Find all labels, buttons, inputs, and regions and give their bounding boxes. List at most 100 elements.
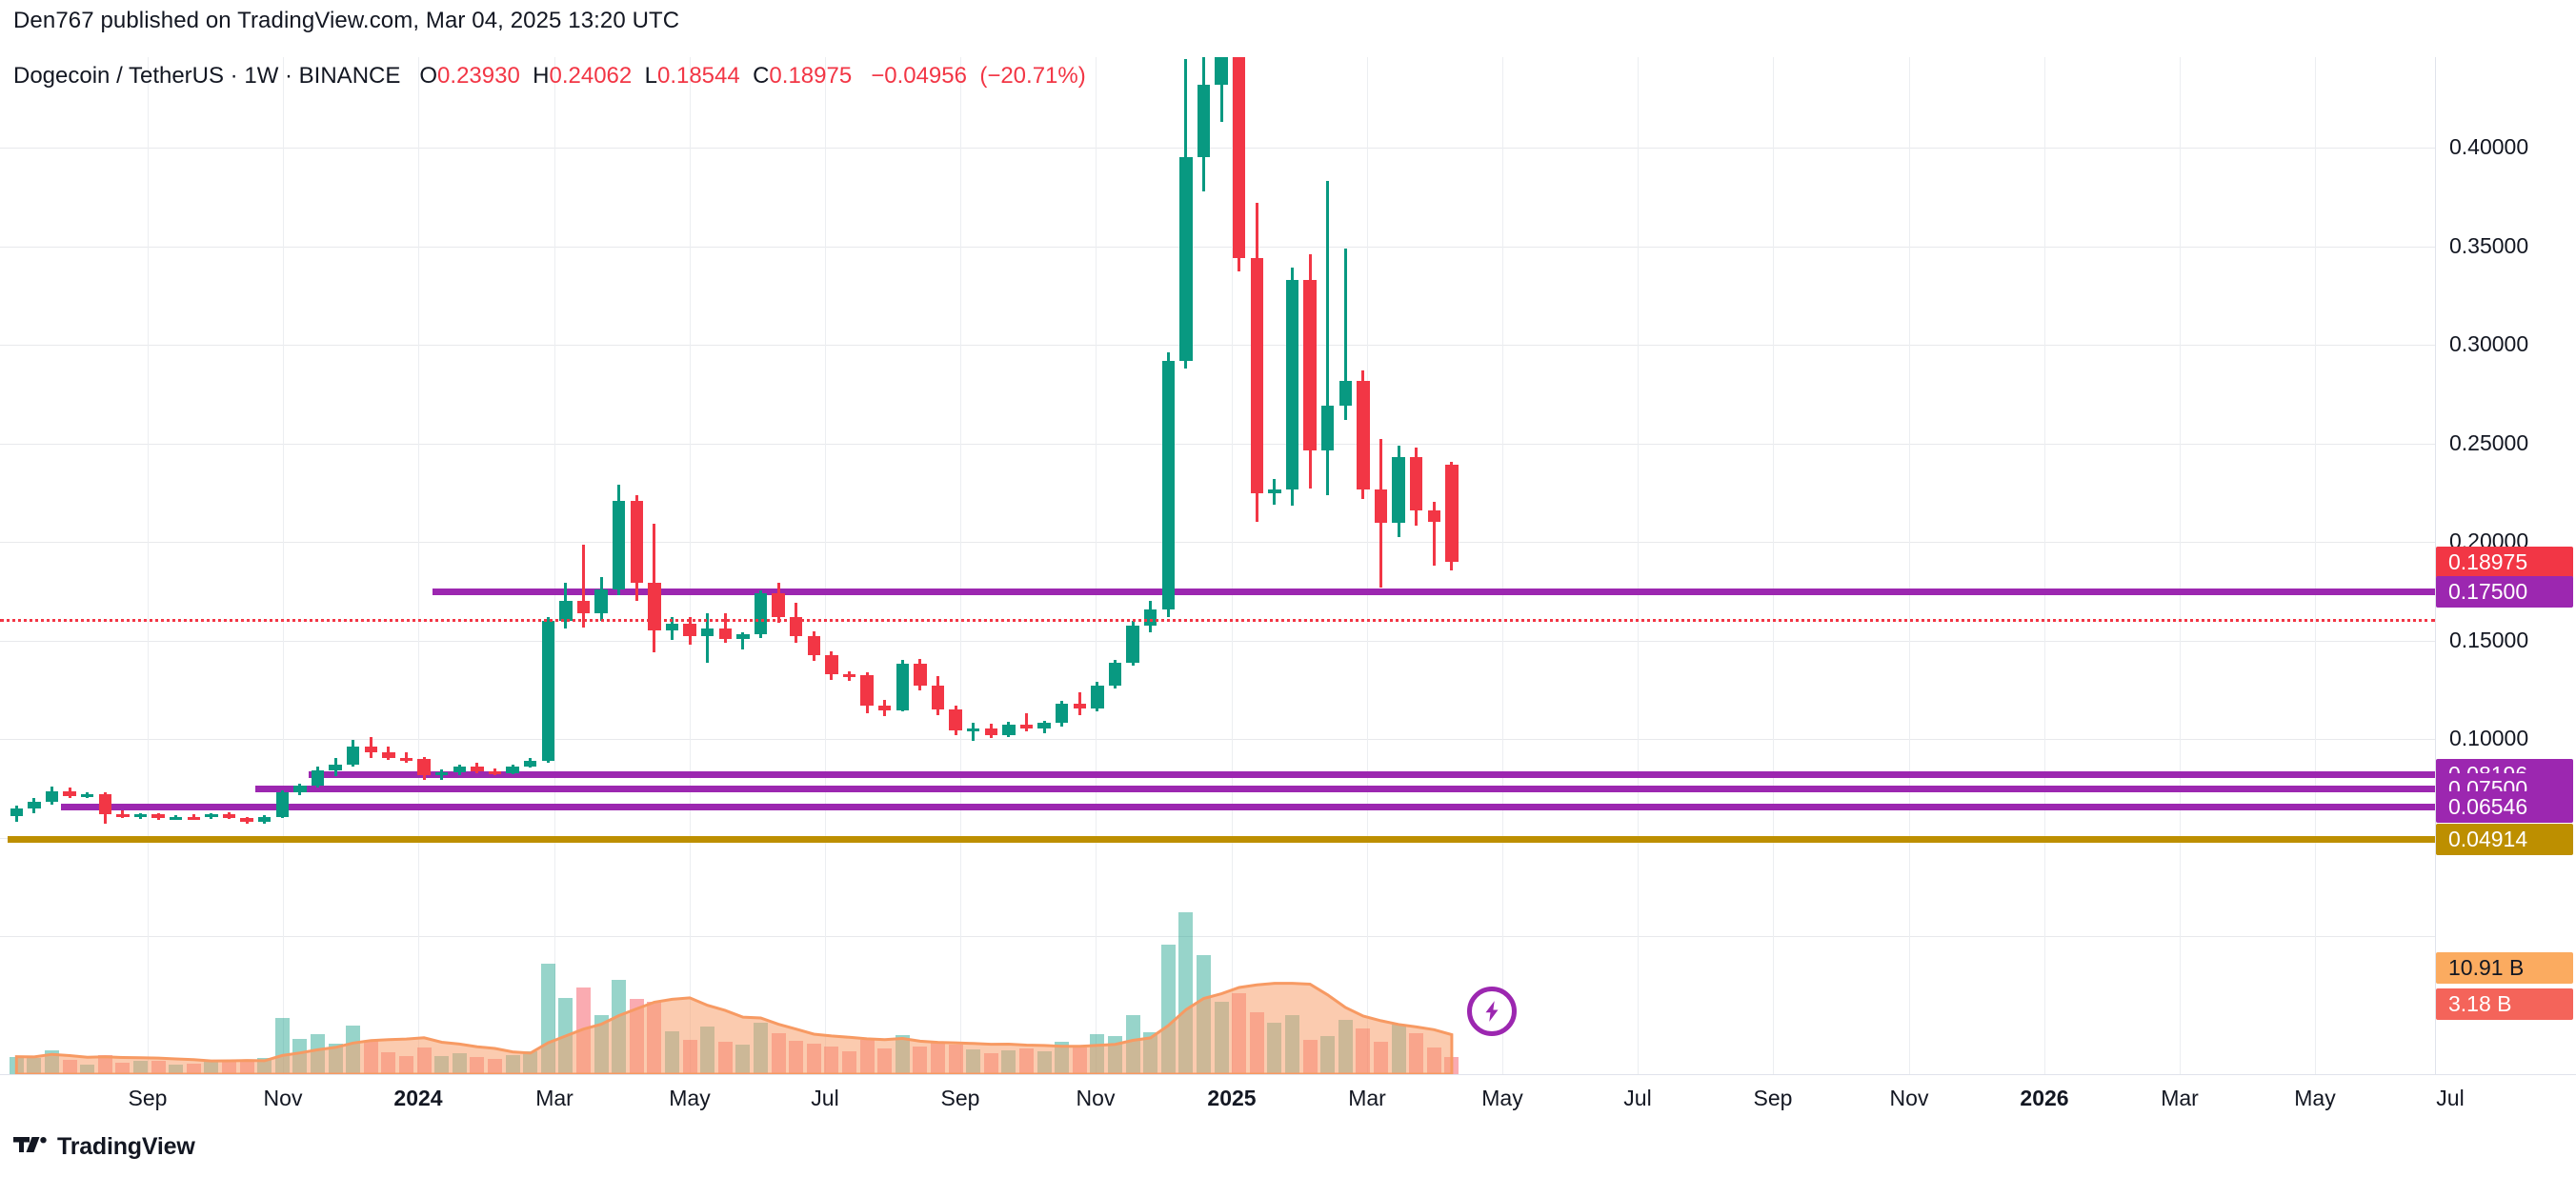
candlestick (790, 57, 803, 1074)
gridline-horizontal (0, 739, 2435, 740)
price-tick-0-30000: 0.30000 (2449, 331, 2529, 356)
candlestick (718, 57, 732, 1074)
candlestick (1303, 57, 1317, 1074)
time-label-Sep: Sep (128, 1086, 168, 1110)
replay-bolt-icon[interactable] (1466, 987, 1517, 1036)
candle-wick (581, 545, 585, 628)
candle-body (949, 708, 962, 730)
candlestick (81, 57, 94, 1074)
candlestick (914, 57, 927, 1074)
candlestick (1445, 57, 1459, 1074)
gridline-horizontal (0, 936, 2435, 937)
candle-body (311, 770, 325, 786)
candlestick (417, 57, 431, 1074)
candlestick (878, 57, 892, 1074)
candlestick (1374, 57, 1388, 1074)
legend-high-value: 0.24062 (549, 63, 633, 89)
candle-body (1056, 703, 1069, 724)
candlestick (170, 57, 183, 1074)
candle-body (860, 674, 874, 706)
candlestick (701, 57, 714, 1074)
candle-body (1410, 456, 1423, 510)
candle-body (736, 634, 750, 640)
price-badge-level-006546[interactable]: 0.06546 (2436, 791, 2573, 824)
candlestick (825, 57, 838, 1074)
level-line-0-06546[interactable] (60, 804, 2435, 811)
candle-body (435, 771, 449, 775)
candle-body (807, 636, 820, 656)
time-label-Sep: Sep (1753, 1086, 1793, 1110)
candlestick (98, 57, 111, 1074)
volume-badge-last[interactable]: 3.18 B (2436, 988, 2573, 1020)
candlestick (648, 57, 661, 1074)
candle-body (1321, 406, 1335, 450)
candlestick (435, 57, 449, 1074)
gridline-vertical (1367, 57, 1368, 1074)
candlestick (576, 57, 591, 1074)
candlestick (559, 57, 573, 1074)
tradingview-logo[interactable]: TradingView (13, 1133, 195, 1161)
chart-plot-area[interactable] (0, 57, 2435, 1074)
candle-body (984, 728, 997, 735)
candlestick (382, 57, 395, 1074)
candlestick (1357, 57, 1370, 1074)
candle-body (347, 747, 360, 765)
candlestick (1056, 57, 1069, 1074)
level-line-0-17500[interactable] (433, 588, 2435, 595)
candle-body (1161, 360, 1175, 610)
gridline-horizontal (0, 246, 2435, 248)
time-scale[interactable]: Sep Nov 2024 Mar May Jul Sep Nov 2025 Mar May Jul Se… (0, 1074, 2576, 1121)
candle-body (896, 664, 909, 710)
candlestick (311, 57, 325, 1074)
candlestick (187, 57, 200, 1074)
legend-symbol[interactable]: Dogecoin / TetherUS (13, 63, 225, 89)
price-badge-level-0175[interactable]: 0.17500 (2436, 575, 2573, 608)
horizontal-levels-layer[interactable] (0, 57, 2435, 1074)
legend-high-label: H (533, 63, 550, 89)
candlestick (630, 57, 643, 1074)
level-line-0-07500[interactable] (255, 785, 2435, 792)
legend-interval[interactable]: 1W (244, 63, 279, 89)
time-label-2025: 2025 (1207, 1086, 1257, 1110)
candle-body (506, 766, 519, 773)
gridline-vertical (690, 57, 691, 1074)
candlestick (1250, 57, 1263, 1074)
candle-body (914, 664, 927, 687)
candle-body (1197, 84, 1211, 158)
volume-badge-ma[interactable]: 10.91 B (2436, 952, 2573, 984)
candlestick (842, 57, 856, 1074)
legend-close-label: C (753, 63, 770, 89)
candle-body (648, 583, 661, 631)
level-line-0-08196[interactable] (309, 771, 2435, 779)
candle-body (28, 802, 41, 809)
price-scale[interactable]: 0.40000 0.35000 0.30000 0.25000 0.20000 0.150… (2435, 57, 2576, 1074)
candlestick (754, 57, 768, 1074)
candle-body (1427, 509, 1440, 523)
candlestick (1233, 57, 1246, 1074)
candle-body (329, 764, 342, 771)
candle-body (1144, 609, 1157, 626)
legend-open-value: 0.23930 (437, 63, 520, 89)
candle-body (1338, 381, 1352, 407)
candle-body (541, 620, 554, 761)
gridline-horizontal (0, 640, 2435, 642)
price-tick-0-40000: 0.40000 (2449, 134, 2529, 159)
candle-body (1357, 381, 1370, 490)
candle-body (1179, 157, 1193, 361)
gridline-vertical (1502, 57, 1503, 1074)
candle-wick (440, 769, 444, 781)
gridline-horizontal (0, 148, 2435, 149)
level-line-0-04914[interactable] (8, 836, 2435, 844)
gridline-horizontal (0, 542, 2435, 543)
candle-body (772, 592, 785, 617)
candle-body (116, 813, 130, 817)
candlestick (594, 57, 608, 1074)
candle-body (417, 759, 431, 775)
candle-body (10, 808, 23, 816)
price-badge-last-price[interactable]: 0.18975 (2436, 547, 2573, 579)
price-badge-level-004914[interactable]: 0.04914 (2436, 824, 2573, 856)
chart-legend[interactable]: Dogecoin / TetherUS · 1W · BINANCE O0.23… (13, 63, 1086, 90)
candlestick (1285, 57, 1299, 1074)
candlestick (151, 57, 165, 1074)
legend-low-value: 0.18544 (656, 63, 740, 89)
